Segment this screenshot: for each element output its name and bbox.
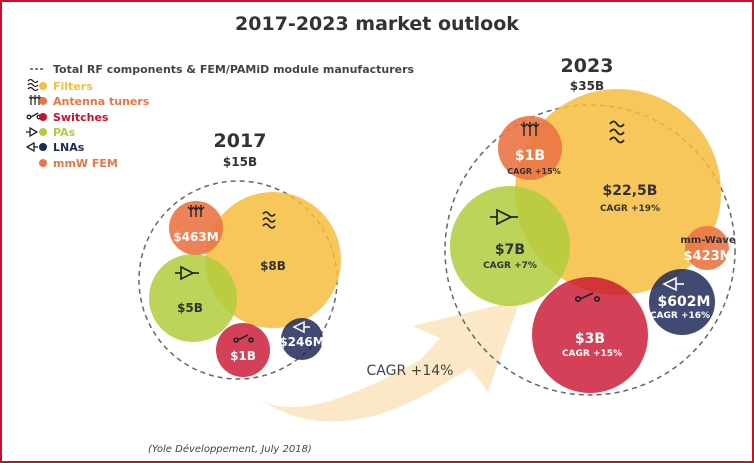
value-lnas-2017: $246M (279, 335, 324, 349)
cagr-lnas-2023: CAGR +16% (650, 311, 710, 321)
cagr-antenna-2023: CAGR +15% (507, 167, 560, 176)
legend-label-antenna: Antenna tuners (53, 95, 150, 108)
legend-dot-switches (39, 113, 47, 121)
legend-label-filters: Filters (53, 80, 93, 93)
legend-label-switches: Switches (53, 111, 109, 124)
filter-wave-icon (27, 78, 39, 92)
lna-amplifier-icon (292, 320, 310, 334)
lna-amplifier-icon (25, 141, 38, 153)
value-filters-2023: $22,5B (603, 183, 658, 199)
value-switches-2017: $1B (230, 349, 256, 363)
legend-dot-mmw (39, 159, 47, 167)
mmw-label-2023: mm-Wave (680, 235, 735, 246)
bubble-antenna-2017 (169, 201, 223, 255)
value-lnas-2023: $602M (658, 294, 711, 310)
total-label-2017: $15B (223, 155, 257, 169)
cagr-filters-2023: CAGR +19% (600, 204, 660, 214)
cluster-2017: 2017 $15B $8B $5B $463M $1B $246M (138, 130, 341, 380)
antenna-tuner-icon (187, 205, 205, 217)
switch-icon (233, 334, 254, 343)
antenna-tuner-icon (520, 122, 540, 136)
legend-total-label: Total RF components & FEM/PAMiD module m… (53, 63, 415, 76)
total-circle-2023 (444, 104, 736, 396)
year-label-2017: 2017 (214, 130, 267, 152)
legend: Total RF components & FEM/PAMiD module m… (25, 63, 415, 170)
value-pas-2023: $7B (495, 242, 525, 258)
bubble-mmw-2023 (685, 226, 729, 270)
bubble-antenna-2023 (498, 116, 562, 180)
growth-arrow-label: CAGR +14% (367, 363, 454, 379)
legend-dot-antenna (39, 97, 47, 105)
legend-dot-lnas (39, 143, 47, 151)
cagr-pas-2023: CAGR +7% (483, 261, 537, 271)
bubble-lnas-2017 (281, 318, 323, 360)
antenna-tuner-icon (28, 95, 42, 105)
total-label-2023: $35B (570, 79, 604, 93)
growth-arrow: CAGR +14% (258, 300, 520, 422)
bubble-pas-2023 (450, 186, 570, 306)
bubble-filters-2017 (205, 192, 341, 328)
pa-amplifier-icon (175, 265, 199, 281)
cagr-switches-2023: CAGR +15% (562, 349, 622, 359)
pa-amplifier-icon (490, 208, 518, 226)
value-antenna-2023: $1B (515, 148, 545, 164)
cluster-2023: 2023 $35B $22,5B CAGR +19% $1B CAGR +15%… (444, 55, 736, 396)
legend-label-pas: PAs (53, 126, 76, 139)
pa-amplifier-icon (26, 126, 39, 138)
lna-amplifier-icon (662, 276, 684, 292)
filter-wave-icon (262, 211, 276, 229)
bubble-switches-2017 (216, 323, 270, 377)
switch-icon (26, 112, 42, 120)
page-title: 2017-2023 market outlook (235, 13, 519, 35)
legend-label-lnas: LNAs (53, 141, 85, 154)
value-pas-2017: $5B (177, 301, 203, 315)
value-antenna-2017: $463M (173, 230, 218, 244)
value-switches-2023: $3B (575, 331, 605, 347)
source-citation: (Yole Développement, July 2018) (148, 443, 312, 455)
filter-wave-icon (609, 120, 625, 144)
value-filters-2017: $8B (260, 259, 286, 273)
bubble-switches-2023 (532, 277, 648, 393)
switch-icon (574, 292, 601, 303)
bubble-pas-2017 (149, 254, 237, 342)
legend-dot-pas (39, 128, 47, 136)
legend-dot-filters (39, 82, 47, 90)
legend-label-mmw: mmW FEM (53, 157, 118, 170)
year-label-2023: 2023 (561, 55, 614, 77)
value-mmw-2023: $423M (683, 249, 732, 264)
